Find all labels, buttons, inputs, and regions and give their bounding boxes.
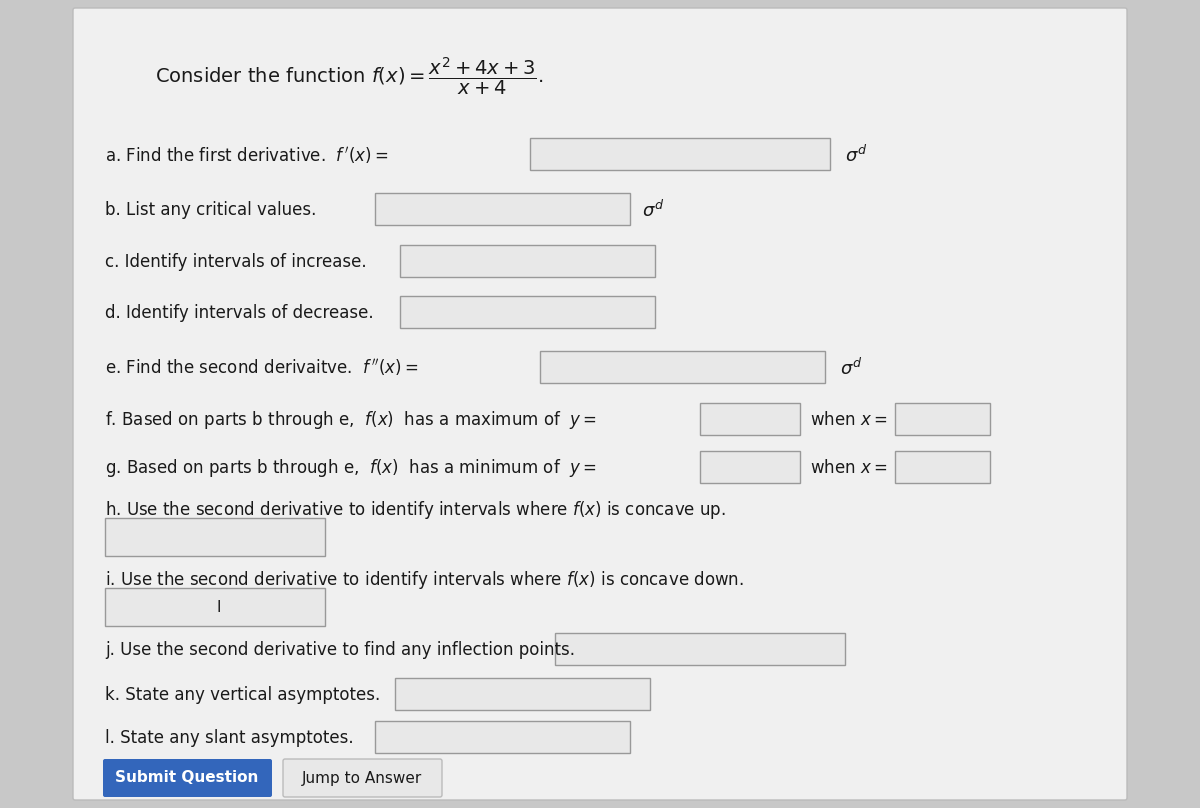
FancyBboxPatch shape xyxy=(895,451,990,483)
FancyBboxPatch shape xyxy=(374,193,630,225)
Text: h. Use the second derivative to identify intervals where $f(x)$ is concave up.: h. Use the second derivative to identify… xyxy=(106,499,726,521)
FancyBboxPatch shape xyxy=(73,8,1127,800)
Text: Jump to Answer: Jump to Answer xyxy=(302,771,422,785)
FancyBboxPatch shape xyxy=(395,678,650,710)
Text: f. Based on parts b through e,  $f(x)$  has a maximum of  $y =$: f. Based on parts b through e, $f(x)$ ha… xyxy=(106,409,596,431)
FancyBboxPatch shape xyxy=(374,721,630,753)
Text: a. Find the first derivative.  $f\,'(x) =$: a. Find the first derivative. $f\,'(x) =… xyxy=(106,145,389,166)
Text: d. Identify intervals of decrease.: d. Identify intervals of decrease. xyxy=(106,304,373,322)
FancyBboxPatch shape xyxy=(895,403,990,435)
FancyBboxPatch shape xyxy=(106,588,325,626)
FancyBboxPatch shape xyxy=(400,296,655,328)
Text: l. State any slant asymptotes.: l. State any slant asymptotes. xyxy=(106,729,354,747)
Text: g. Based on parts b through e,  $f(x)$  has a minimum of  $y =$: g. Based on parts b through e, $f(x)$ ha… xyxy=(106,457,596,479)
Text: i. Use the second derivative to identify intervals where $f(x)$ is concave down.: i. Use the second derivative to identify… xyxy=(106,569,744,591)
FancyBboxPatch shape xyxy=(554,633,845,665)
Text: e. Find the second derivaitve.  $f\,''(x) =$: e. Find the second derivaitve. $f\,''(x)… xyxy=(106,357,419,378)
Text: $\sigma^d$: $\sigma^d$ xyxy=(840,357,863,379)
Text: when $x =$: when $x =$ xyxy=(810,411,887,429)
FancyBboxPatch shape xyxy=(700,451,800,483)
Text: $\sigma^d$: $\sigma^d$ xyxy=(845,145,868,166)
Text: c. Identify intervals of increase.: c. Identify intervals of increase. xyxy=(106,253,367,271)
FancyBboxPatch shape xyxy=(400,245,655,277)
Text: k. State any vertical asymptotes.: k. State any vertical asymptotes. xyxy=(106,686,380,704)
Text: $\sigma^d$: $\sigma^d$ xyxy=(642,200,665,221)
FancyBboxPatch shape xyxy=(103,759,272,797)
Text: when $x =$: when $x =$ xyxy=(810,459,887,477)
Text: b. List any critical values.: b. List any critical values. xyxy=(106,201,317,219)
Text: Consider the function $f(x) = \dfrac{x^2 + 4x + 3}{x + 4}$.: Consider the function $f(x) = \dfrac{x^2… xyxy=(155,55,544,97)
FancyBboxPatch shape xyxy=(540,351,826,383)
Text: j. Use the second derivative to find any inflection points.: j. Use the second derivative to find any… xyxy=(106,641,575,659)
FancyBboxPatch shape xyxy=(283,759,442,797)
FancyBboxPatch shape xyxy=(700,403,800,435)
Text: Submit Question: Submit Question xyxy=(115,771,259,785)
Text: $\mathrm{I}$: $\mathrm{I}$ xyxy=(216,599,221,615)
FancyBboxPatch shape xyxy=(106,518,325,556)
FancyBboxPatch shape xyxy=(530,138,830,170)
